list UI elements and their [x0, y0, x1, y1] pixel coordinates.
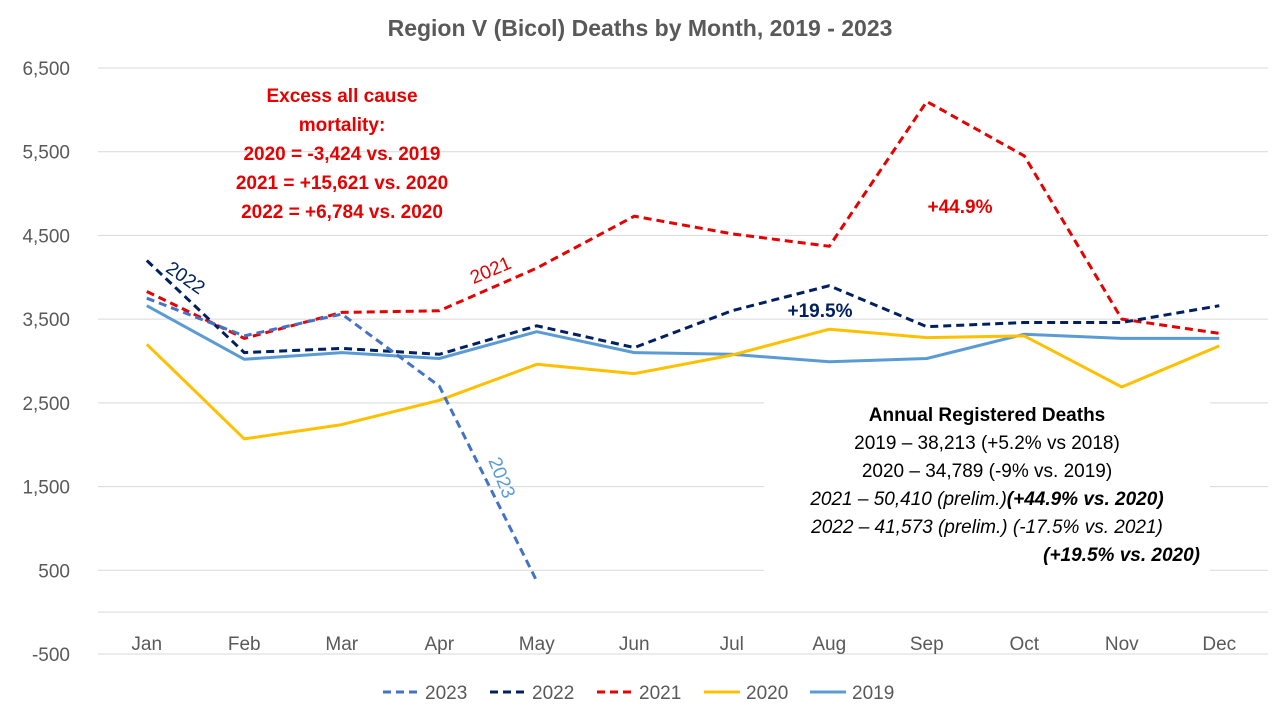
series-line-2020 — [145, 327, 1220, 441]
x-tick-label: Dec — [1202, 634, 1236, 655]
annual-heading: Annual Registered Deaths — [868, 405, 1106, 426]
annual-line-2019: 2019 – 38,213 (+5.2% vs 2018) — [854, 433, 1120, 454]
x-tick-label: May — [519, 634, 555, 655]
x-tick-label: Nov — [1105, 634, 1139, 655]
y-tick-label: -500 — [32, 645, 70, 666]
legend-label-2023: 2023 — [425, 683, 467, 704]
x-tick-label: Jan — [131, 634, 162, 655]
x-tick-label: Feb — [228, 634, 261, 655]
series-label-2023: 2023 — [483, 454, 518, 501]
annual-deaths-box: Annual Registered Deaths 2019 – 38,213 (… — [764, 402, 1210, 582]
series-label-2021: 2021 — [467, 253, 514, 289]
legend-label-2020: 2020 — [746, 683, 788, 704]
excess-line-2: mortality: — [299, 115, 386, 136]
annual-line-2021-main: 2021 – 50,410 (prelim.) — [810, 489, 1007, 510]
x-tick-label: Jun — [619, 634, 650, 655]
x-tick-label: Sep — [910, 634, 944, 655]
annual-line-2021-pct: (+44.9% vs. 2020) — [1006, 489, 1164, 510]
y-tick-label: 4,500 — [22, 226, 70, 247]
x-tick-label: Jul — [720, 634, 744, 655]
x-tick-label: Oct — [1009, 634, 1039, 655]
series-line-2022 — [145, 259, 1220, 356]
annual-line-2022: 2022 – 41,573 (prelim.) (-17.5% vs. 2021… — [811, 517, 1163, 538]
y-tick-label: 6,500 — [22, 59, 70, 80]
legend-label-2021: 2021 — [639, 683, 681, 704]
excess-line-4: 2021 = +15,621 vs. 2020 — [236, 173, 448, 194]
series-label-2022: 2022 — [162, 258, 209, 299]
series-line-2019 — [146, 304, 1220, 364]
grid-lines — [98, 67, 1268, 655]
legend-label-2022: 2022 — [532, 683, 574, 704]
excess-line-1: Excess all cause — [266, 86, 417, 107]
chart-title: Region V (Bicol) Deaths by Month, 2019 -… — [388, 15, 893, 41]
y-tick-label: 500 — [38, 561, 70, 582]
series-line-2023 — [146, 296, 539, 582]
y-tick-label: 2,500 — [22, 394, 70, 415]
legend-label-2019: 2019 — [852, 683, 894, 704]
annual-line-2022-pct: (+19.5% vs. 2020) — [1043, 545, 1200, 566]
excess-mortality-annotation: Excess all cause mortality: 2020 = -3,42… — [236, 86, 448, 223]
pct-2022-label: +19.5% — [788, 301, 853, 322]
y-tick-label: 3,500 — [22, 310, 70, 331]
x-tick-label: Apr — [424, 634, 454, 655]
y-axis-ticks: 6,500 5,500 4,500 3,500 2,500 1,500 500 -500 — [22, 59, 70, 666]
excess-line-3: 2020 = -3,424 vs. 2019 — [243, 144, 440, 165]
series-line-2021 — [146, 100, 1220, 340]
x-tick-label: Mar — [325, 634, 358, 655]
series-lines — [145, 100, 1220, 582]
annual-line-2020: 2020 – 34,789 (-9% vs. 2019) — [861, 461, 1113, 482]
excess-line-5: 2022 = +6,784 vs. 2020 — [241, 202, 443, 223]
legend: 2023 2022 2021 2020 2019 — [383, 683, 894, 704]
y-tick-label: 1,500 — [22, 478, 70, 499]
pct-2021-label: +44.9% — [928, 197, 993, 218]
x-tick-label: Aug — [812, 634, 846, 655]
y-tick-label: 5,500 — [22, 143, 70, 164]
annual-line-2021: 2021 – 50,410 (prelim.)(+44.9% vs. 2020) — [764, 486, 1210, 514]
x-axis-ticks: Jan Feb Mar Apr May Jun Jul Aug Sep Oct Nov Dec — [131, 634, 1236, 655]
